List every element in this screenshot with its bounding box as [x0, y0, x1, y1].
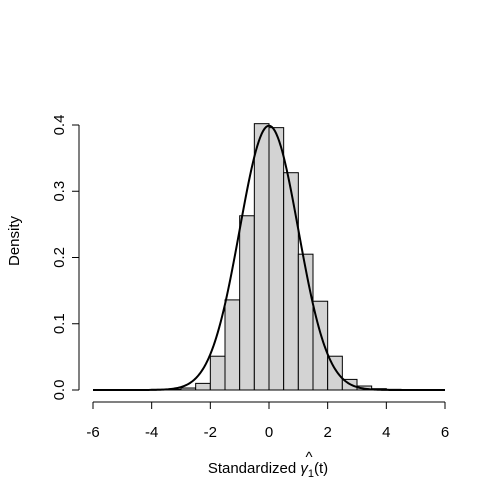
x-axis-label-prefix: Standardized — [208, 460, 301, 477]
histogram-bar — [180, 387, 197, 391]
histogram-bar — [327, 355, 343, 391]
histogram-bar — [283, 172, 299, 391]
histogram-bar — [195, 382, 211, 391]
x-tick-label: 2 — [323, 424, 331, 441]
y-tick-label: 0.2 — [51, 247, 68, 268]
x-axis-label-subscript: 1 — [308, 468, 314, 480]
x-tick-label: -6 — [86, 424, 99, 441]
y-tick-label: 0.1 — [51, 313, 68, 334]
histogram-bar — [209, 355, 226, 391]
y-axis-label: Density — [6, 215, 23, 266]
y-tick-label: 0.3 — [51, 181, 68, 202]
histogram-bar — [239, 215, 255, 391]
y-tick-label: 0.0 — [51, 380, 68, 401]
x-tick-label: -4 — [145, 424, 158, 441]
histogram-bar — [224, 299, 241, 391]
histogram-bar — [312, 300, 329, 391]
histogram-bar — [268, 127, 285, 391]
x-tick-label: 4 — [382, 424, 390, 441]
x-tick-label: 0 — [265, 424, 273, 441]
x-axis-label-accent: ^ — [305, 449, 312, 466]
x-axis-label-symbol: γ — [300, 460, 309, 477]
histogram-bars — [151, 123, 402, 391]
x-tick-label: -2 — [204, 424, 217, 441]
histogram-bar — [297, 253, 314, 391]
y-axis: 0.0 0.1 0.2 0.3 0.4 — [51, 115, 80, 401]
histogram-bar — [253, 123, 270, 391]
x-tick-label: 6 — [441, 424, 449, 441]
svg-text:Standardized γ1(t): Standardized γ1(t) — [208, 460, 328, 480]
x-axis-label-suffix: (t) — [314, 460, 328, 477]
x-axis: -6 -4 -2 0 2 4 6 — [86, 401, 449, 441]
y-tick-label: 0.4 — [51, 115, 68, 136]
normal-density-curve — [93, 124, 445, 391]
x-axis-label: Standardized γ1(t) ^ — [208, 449, 328, 480]
